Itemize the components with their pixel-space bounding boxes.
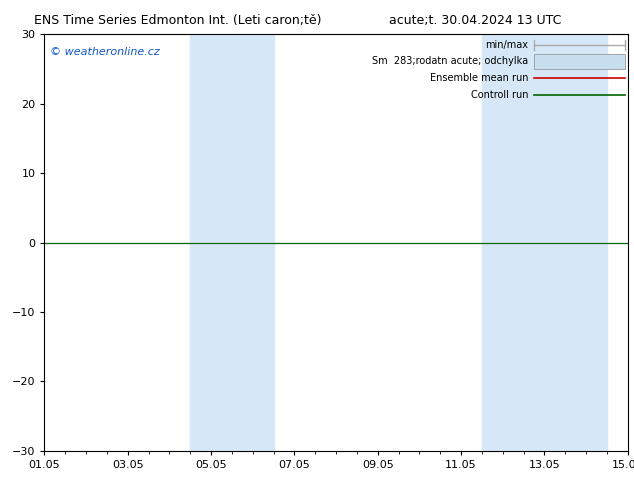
Bar	[482, 34, 607, 451]
Bar	[534, 54, 624, 69]
Text: © weatheronline.cz: © weatheronline.cz	[50, 47, 160, 57]
Text: Ensemble mean run: Ensemble mean run	[430, 73, 529, 83]
Text: Sm  283;rodatn acute; odchylka: Sm 283;rodatn acute; odchylka	[372, 56, 529, 66]
Text: acute;t. 30.04.2024 13 UTC: acute;t. 30.04.2024 13 UTC	[389, 14, 562, 27]
Bar	[190, 34, 273, 451]
Text: min/max: min/max	[486, 40, 529, 49]
Text: Controll run: Controll run	[471, 90, 529, 99]
Text: ENS Time Series Edmonton Int. (Leti caron;tě): ENS Time Series Edmonton Int. (Leti caro…	[34, 14, 321, 27]
